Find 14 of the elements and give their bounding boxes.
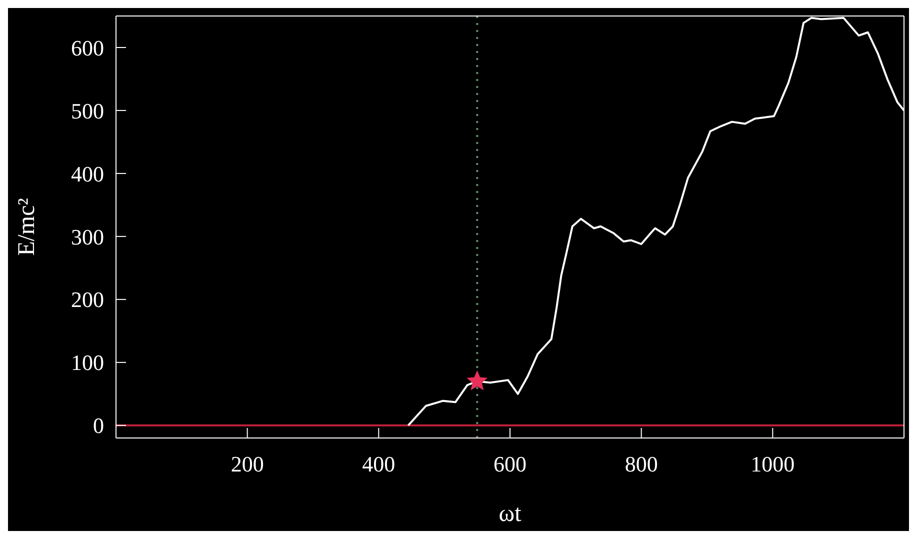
- y-tick-label: 200: [71, 287, 104, 312]
- y-tick-label: 100: [71, 350, 104, 376]
- y-tick-label: 400: [71, 161, 104, 186]
- y-tick-label: 600: [71, 35, 104, 60]
- y-tick-label: 500: [71, 98, 104, 124]
- x-tick-label: 200: [230, 452, 264, 477]
- y-tick-label: 300: [71, 224, 104, 250]
- x-axis-title: ωt: [498, 501, 522, 527]
- x-tick-label: 1000: [750, 452, 795, 477]
- y-tick-label: 0: [93, 413, 104, 438]
- y-axis-title: E/mc²: [14, 198, 40, 256]
- x-tick-label: 400: [362, 452, 396, 477]
- x-tick-label: 600: [494, 452, 526, 477]
- x-tick-label: 800: [624, 452, 658, 477]
